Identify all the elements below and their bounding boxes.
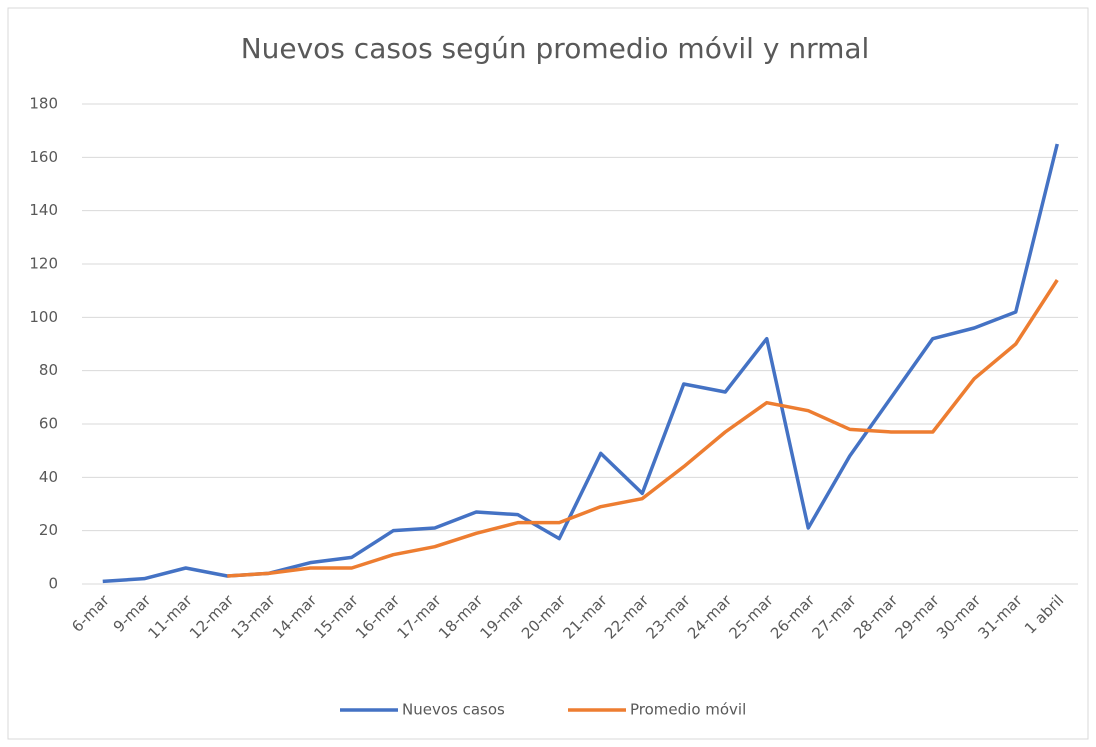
y-tick-label: 60 bbox=[39, 415, 58, 433]
y-tick-label: 160 bbox=[29, 148, 58, 166]
chart-title: Nuevos casos según promedio móvil y nrma… bbox=[241, 32, 870, 65]
legend-label: Promedio móvil bbox=[630, 701, 746, 719]
y-tick-label: 140 bbox=[29, 201, 58, 219]
y-tick-label: 80 bbox=[39, 361, 58, 379]
y-tick-label: 100 bbox=[29, 308, 58, 326]
line-series bbox=[227, 279, 1059, 578]
y-tick-label: 20 bbox=[39, 521, 58, 539]
y-tick-label: 120 bbox=[29, 255, 58, 273]
y-tick-label: 0 bbox=[48, 575, 58, 593]
legend-label: Nuevos casos bbox=[402, 701, 505, 719]
y-tick-label: 180 bbox=[29, 95, 58, 113]
y-tick-label: 40 bbox=[39, 468, 58, 486]
